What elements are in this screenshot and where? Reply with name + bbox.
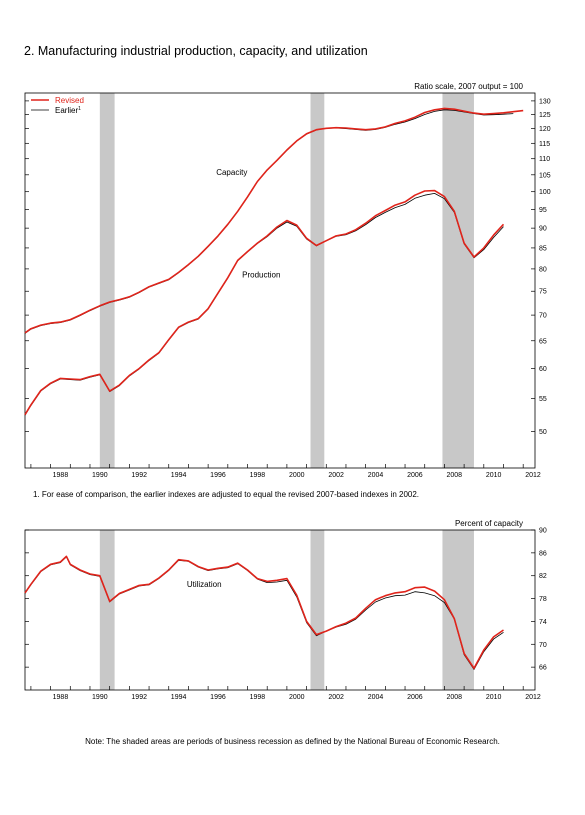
y-tick-label: 82 (539, 573, 547, 580)
y-tick-label: 100 (539, 189, 551, 196)
plot-frame (24, 92, 536, 469)
x-tick-label: 2002 (328, 472, 344, 479)
y-axis: 50 55 60 65 70 75 80 85 90 95 100 105 110 115 120 125 13… (25, 98, 551, 436)
y-tick-label: 74 (539, 619, 547, 626)
page-title: 2. Manufacturing industrial production, … (24, 44, 368, 58)
recession-band (310, 93, 325, 468)
x-tick-label: 1988 (53, 694, 69, 701)
x-tick-label: 2008 (446, 694, 462, 701)
x-tick-label: 2010 (486, 472, 502, 479)
series-label: Capacity (216, 168, 247, 177)
y-tick-label: 50 (539, 429, 547, 436)
legend-label-revised: Revised (55, 96, 84, 105)
plot-frame (24, 529, 536, 691)
y-tick-label: 120 (539, 126, 551, 133)
x-tick-label: 2006 (407, 694, 423, 701)
y-tick-label: 85 (539, 245, 547, 252)
legend-label-earlier: Earlier1 (55, 106, 81, 115)
series-line-revised (24, 189, 505, 416)
x-tick-label: 2012 (525, 694, 541, 701)
series-label: Utilization (187, 580, 222, 589)
x-tick-label: 1998 (250, 472, 266, 479)
recession-note: Note: The shaded areas are periods of bu… (85, 737, 500, 746)
x-tick-label: 1988 (53, 472, 69, 479)
y-tick-label: 66 (539, 665, 547, 672)
y-tick-label: 90 (539, 528, 547, 535)
panel-top: 50 55 60 65 70 75 80 85 90 95 100 105 110 115 120 125 13… (24, 82, 551, 479)
x-tick-label: 2008 (446, 472, 462, 479)
series-label: Production (242, 271, 280, 280)
y-tick-label: 80 (539, 266, 547, 273)
x-tick-label: 2002 (328, 694, 344, 701)
x-tick-label: 1996 (210, 472, 226, 479)
x-tick-label: 1990 (92, 694, 108, 701)
y-tick-label: 125 (539, 112, 551, 119)
x-tick-label: 2000 (289, 472, 305, 479)
x-tick-label: 2000 (289, 694, 305, 701)
y-tick-label: 105 (539, 172, 551, 179)
recession-band (442, 93, 474, 468)
x-tick-label: 2004 (368, 472, 384, 479)
y-tick-label: 60 (539, 366, 547, 373)
y-axis-title: Percent of capacity (455, 519, 523, 528)
recession-band (99, 93, 115, 468)
y-tick-label: 70 (539, 642, 547, 649)
recession-band (310, 530, 325, 690)
series-line-earlier (24, 556, 504, 670)
y-tick-label: 75 (539, 289, 547, 296)
y-tick-label: 90 (539, 226, 547, 233)
x-tick-label: 1992 (131, 472, 147, 479)
series-line-earlier (24, 109, 514, 334)
x-tick-label: 2004 (368, 694, 384, 701)
y-tick-label: 110 (539, 156, 550, 163)
recession-band (442, 530, 474, 690)
x-tick-label: 1994 (171, 694, 187, 701)
y-tick-label: 115 (539, 141, 550, 148)
y-tick-label: 86 (539, 550, 547, 557)
y-axis-title: Ratio scale, 2007 output = 100 (414, 82, 523, 91)
y-tick-label: 78 (539, 596, 547, 603)
x-tick-label: 1996 (210, 694, 226, 701)
panel-bottom: 66 70 74 78 82 86 90 1988 1990 1992 1994 1996 1998 20… (24, 519, 547, 701)
x-axis: 1988 1990 1992 1994 1996 1998 2000 2002 2004 2006… (30, 464, 541, 479)
series-line-revised (24, 555, 504, 670)
x-tick-label: 1998 (250, 694, 266, 701)
legend-superscript: 1 (78, 106, 81, 112)
y-tick-label: 65 (539, 338, 547, 345)
y-tick-label: 95 (539, 207, 547, 214)
x-tick-label: 2006 (407, 472, 423, 479)
x-tick-label: 1990 (92, 472, 108, 479)
x-tick-label: 2010 (486, 694, 502, 701)
x-tick-label: 1992 (131, 694, 147, 701)
footnote: 1. For ease of comparison, the earlier i… (33, 490, 420, 499)
y-tick-label: 130 (539, 98, 551, 105)
y-axis: 66 70 74 78 82 86 90 (25, 528, 547, 672)
x-tick-label: 1994 (171, 472, 187, 479)
y-tick-label: 70 (539, 313, 547, 320)
y-tick-label: 55 (539, 396, 547, 403)
x-tick-label: 2012 (525, 472, 541, 479)
series-line-earlier (24, 193, 504, 416)
x-axis: 1988 1990 1992 1994 1996 1998 2000 2002 2004 2006… (30, 686, 541, 701)
series-line-revised (24, 107, 524, 334)
recession-band (99, 530, 115, 690)
